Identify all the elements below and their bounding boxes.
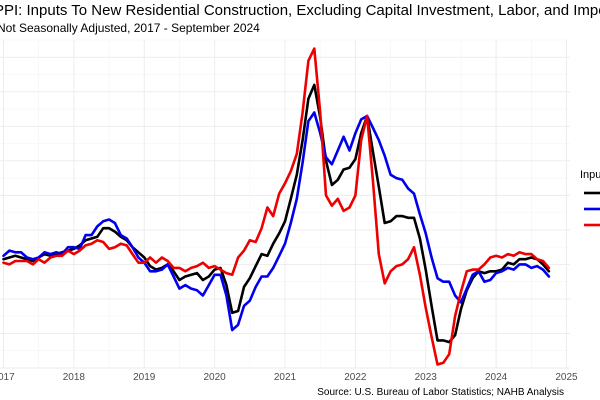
chart-title: PPI: Inputs To New Residential Construct…	[0, 2, 600, 19]
chart-subtitle: Not Seasonally Adjusted, 2017 - Septembe…	[0, 21, 260, 35]
x-tick-label: 2023	[415, 372, 438, 383]
x-tick-label: 2024	[485, 372, 508, 383]
series-line-3	[2, 47, 551, 366]
x-tick-label: 2018	[63, 372, 86, 383]
x-tick-label: 2021	[274, 372, 297, 383]
series-line-2	[2, 111, 551, 332]
x-tick-label: 2019	[133, 372, 156, 383]
x-tick-label: 2025	[555, 372, 578, 383]
source-note: Source: U.S. Bureau of Labor Statistics;…	[317, 387, 564, 398]
x-axis-ticks: 2017 2018 2019 2020 2021 2022 2023 2024 2025	[0, 372, 578, 383]
gridlines	[0, 39, 570, 369]
series-lines	[2, 47, 551, 366]
x-tick-label: 2022	[344, 372, 367, 383]
x-tick-label: 2020	[204, 372, 227, 383]
x-tick-label: 2017	[0, 372, 15, 383]
legend-title: Inpu	[580, 169, 600, 181]
series-line-1	[2, 83, 551, 344]
legend	[584, 191, 600, 227]
